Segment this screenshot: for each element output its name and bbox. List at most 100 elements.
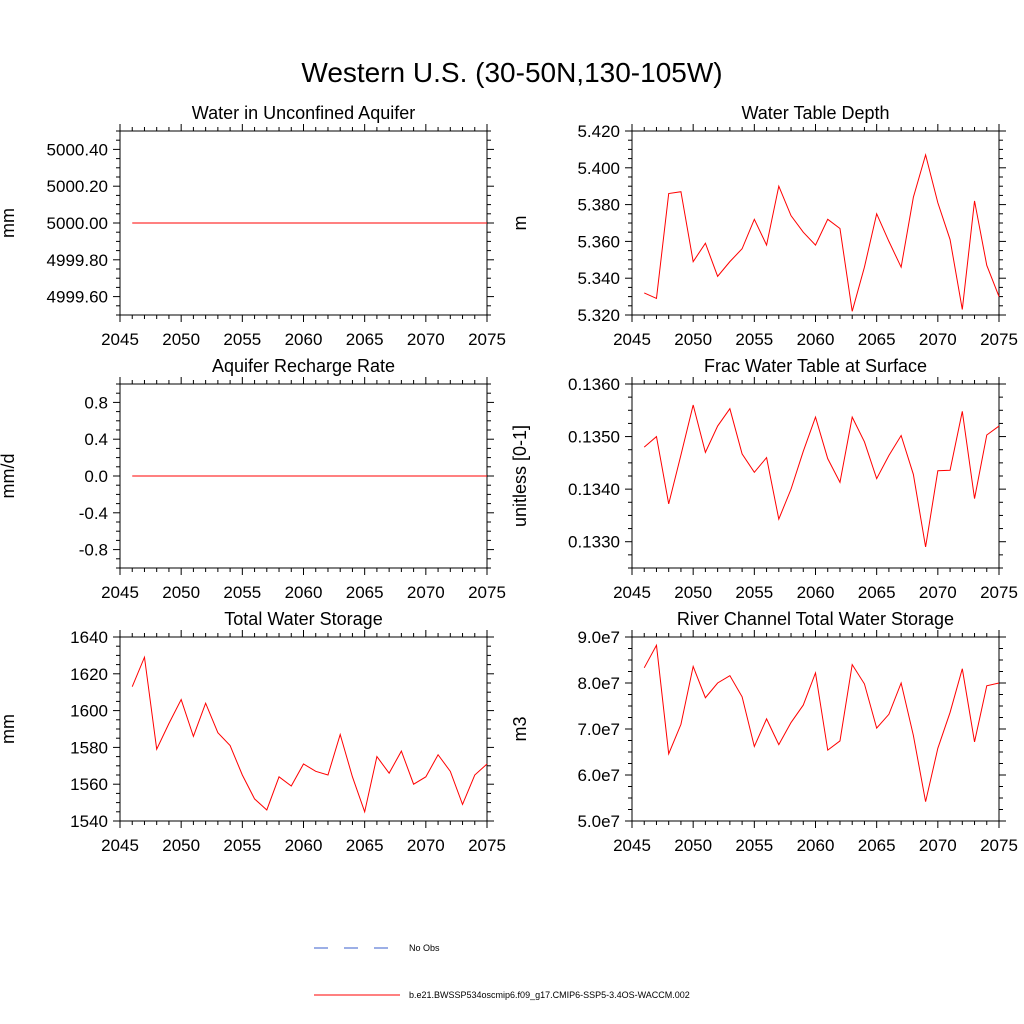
chart-panel-3: Frac Water Table at Surface 2045 2050 2055 2… — [510, 356, 1018, 602]
chart-panel-1: Water Table Depth 2045 2050 2055 2060 2065 207… — [510, 103, 1018, 349]
x-tick-label: 2055 — [735, 583, 773, 602]
x-tick-label: 2060 — [797, 836, 835, 855]
x-tick-label: 2050 — [674, 583, 712, 602]
x-tick-label: 2065 — [858, 583, 896, 602]
y-tick-label: 0.8 — [84, 393, 108, 412]
x-tick-label: 2050 — [162, 583, 200, 602]
panel-title: Frac Water Table at Surface — [704, 356, 927, 376]
x-tick-label: 2075 — [468, 836, 506, 855]
x-tick-label: 2060 — [285, 836, 323, 855]
x-tick-label: 2065 — [346, 836, 384, 855]
plot-frame — [631, 383, 1000, 569]
y-tick-label: 1540 — [70, 812, 108, 831]
x-tick-label: 2075 — [980, 330, 1018, 349]
panel-title: Water Table Depth — [741, 103, 889, 123]
y-tick-label: 0.1330 — [568, 533, 620, 552]
x-tick-label: 2055 — [223, 836, 261, 855]
y-axis-label: unitless [0-1] — [510, 425, 530, 527]
plot-frame — [631, 130, 1000, 316]
x-tick-label: 2045 — [101, 583, 139, 602]
panel-title: Total Water Storage — [224, 609, 382, 629]
y-axis-label: mm — [0, 208, 18, 238]
y-tick-label: 1600 — [70, 702, 108, 721]
y-tick-label: 1640 — [70, 628, 108, 647]
series-line-0 — [644, 153, 1000, 312]
y-axis-label: m — [510, 216, 530, 231]
x-tick-label: 2055 — [223, 583, 261, 602]
y-tick-label: -0.8 — [79, 541, 108, 560]
x-tick-label: 2075 — [468, 330, 506, 349]
series-line-0 — [643, 404, 1000, 548]
y-tick-label: 5.0e7 — [577, 812, 620, 831]
y-tick-label: 5.420 — [577, 122, 620, 141]
y-tick-label: 0.0 — [84, 467, 108, 486]
x-tick-label: 2070 — [407, 836, 445, 855]
y-tick-label: 4999.80 — [47, 251, 108, 270]
x-tick-label: 2075 — [980, 583, 1018, 602]
panels: Water in Unconfined Aquifer 2045 2050 2055 2… — [0, 103, 1018, 855]
x-tick-label: 2055 — [735, 330, 773, 349]
y-tick-label: 7.0e7 — [577, 720, 620, 739]
y-tick-label: 5.340 — [577, 269, 620, 288]
legend-label-no-obs: No Obs — [409, 943, 440, 953]
y-tick-label: 0.1360 — [568, 375, 620, 394]
x-tick-label: 2070 — [407, 330, 445, 349]
y-tick-label: 5.400 — [577, 159, 620, 178]
x-tick-label: 2070 — [919, 330, 957, 349]
y-tick-label: 5.360 — [577, 232, 620, 251]
y-tick-label: 0.4 — [84, 430, 108, 449]
x-tick-label: 2045 — [613, 583, 651, 602]
x-tick-label: 2070 — [919, 583, 957, 602]
x-tick-label: 2060 — [797, 330, 835, 349]
y-tick-label: 9.0e7 — [577, 628, 620, 647]
x-tick-label: 2065 — [346, 330, 384, 349]
x-tick-label: 2065 — [346, 583, 384, 602]
y-tick-label: 1580 — [70, 738, 108, 757]
plot-frame — [119, 636, 488, 822]
x-tick-label: 2075 — [468, 583, 506, 602]
legend: No Obs b.e21.BWSSP534oscmip6.f09_g17.CMI… — [314, 943, 690, 1000]
y-tick-label: 1620 — [70, 665, 108, 684]
chart-panel-5: River Channel Total Water Storage 2045 205… — [510, 609, 1018, 855]
y-tick-label: 8.0e7 — [577, 674, 620, 693]
x-tick-label: 2045 — [101, 836, 139, 855]
panel-title: Aquifer Recharge Rate — [212, 356, 395, 376]
y-axis-label: m3 — [510, 716, 530, 741]
series-line-0 — [131, 655, 488, 814]
x-tick-label: 2050 — [674, 836, 712, 855]
y-axis-label: mm/d — [0, 454, 18, 499]
y-tick-label: 5.320 — [577, 306, 620, 325]
x-tick-label: 2065 — [858, 330, 896, 349]
panel-title: River Channel Total Water Storage — [677, 609, 954, 629]
x-tick-label: 2070 — [919, 836, 957, 855]
x-tick-label: 2055 — [223, 330, 261, 349]
chart-panel-2: Aquifer Recharge Rate 2045 2050 2055 2060 206… — [0, 356, 506, 602]
y-tick-label: 4999.60 — [47, 288, 108, 307]
x-tick-label: 2065 — [858, 836, 896, 855]
y-tick-label: 5000.40 — [47, 140, 108, 159]
chart-panel-4: Total Water Storage 2045 2050 2055 2060 2065 2… — [0, 609, 506, 855]
y-axis-label: mm — [0, 714, 18, 744]
x-tick-label: 2060 — [797, 583, 835, 602]
y-tick-label: 5.380 — [577, 196, 620, 215]
y-tick-label: 1560 — [70, 775, 108, 794]
x-tick-label: 2045 — [613, 330, 651, 349]
figure-title: Western U.S. (30-50N,130-105W) — [301, 57, 722, 88]
legend-label-model: b.e21.BWSSP534oscmip6.f09_g17.CMIP6-SSP5… — [409, 990, 690, 1000]
x-tick-label: 2045 — [101, 330, 139, 349]
y-tick-label: -0.4 — [79, 504, 108, 523]
x-tick-label: 2060 — [285, 330, 323, 349]
x-tick-label: 2075 — [980, 836, 1018, 855]
chart-panel-0: Water in Unconfined Aquifer 2045 2050 2055 2… — [0, 103, 506, 349]
x-tick-label: 2050 — [674, 330, 712, 349]
y-tick-label: 5000.00 — [47, 214, 108, 233]
series-line-0 — [643, 643, 1000, 802]
x-tick-label: 2050 — [162, 836, 200, 855]
x-tick-label: 2060 — [285, 583, 323, 602]
x-tick-label: 2070 — [407, 583, 445, 602]
panel-title: Water in Unconfined Aquifer — [192, 103, 415, 123]
y-tick-label: 5000.20 — [47, 177, 108, 196]
x-tick-label: 2055 — [735, 836, 773, 855]
y-tick-label: 0.1350 — [568, 428, 620, 447]
